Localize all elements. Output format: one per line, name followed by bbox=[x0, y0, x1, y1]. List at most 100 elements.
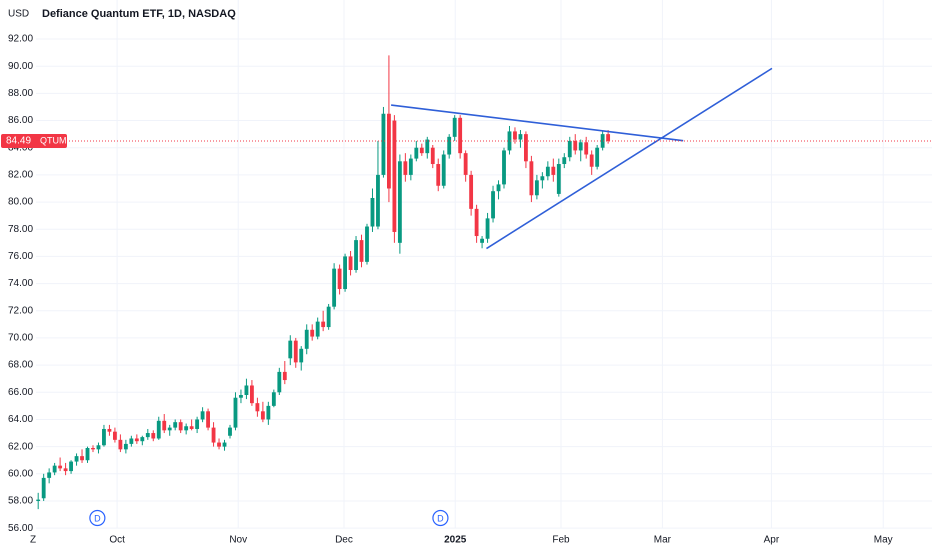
candle-body bbox=[217, 442, 221, 447]
candle-body bbox=[343, 256, 347, 290]
symbol-label: QTUM bbox=[40, 135, 67, 145]
x-tick-label: 2025 bbox=[444, 535, 467, 546]
candle-body bbox=[441, 154, 446, 186]
candle-body bbox=[129, 438, 134, 444]
y-tick-label: 92.00 bbox=[8, 34, 33, 45]
candle-body bbox=[36, 499, 41, 501]
candle-body bbox=[326, 306, 331, 328]
candle-body bbox=[134, 438, 139, 442]
candle-body bbox=[545, 166, 550, 177]
candle-body bbox=[156, 420, 161, 439]
candle-body bbox=[551, 166, 556, 175]
candle-body bbox=[277, 371, 282, 393]
candle-body bbox=[80, 456, 84, 461]
y-tick-label: 58.00 bbox=[8, 496, 33, 507]
y-tick-label: 68.00 bbox=[8, 360, 33, 371]
candle-body bbox=[376, 174, 380, 227]
event-label: D bbox=[94, 513, 101, 523]
candle-body bbox=[540, 176, 545, 181]
candle-body bbox=[359, 240, 364, 262]
candle-body bbox=[414, 147, 419, 159]
last-price-box bbox=[1, 134, 67, 149]
y-tick-label: 56.00 bbox=[8, 523, 33, 534]
y-tick-label: 78.00 bbox=[8, 224, 33, 235]
candle-body bbox=[452, 117, 457, 137]
candle-body bbox=[419, 147, 424, 154]
candle-body bbox=[562, 157, 567, 165]
y-tick-label: 80.00 bbox=[8, 197, 33, 208]
candle-body bbox=[107, 428, 112, 432]
candle-body bbox=[469, 174, 474, 209]
candle-body bbox=[91, 447, 95, 450]
y-tick-label: 90.00 bbox=[8, 61, 33, 72]
candle-body bbox=[145, 433, 150, 438]
candle-body bbox=[387, 113, 391, 189]
candle-body bbox=[239, 395, 243, 398]
candle-body bbox=[288, 340, 293, 359]
logo: Z bbox=[30, 535, 36, 546]
x-tick-label: Feb bbox=[552, 535, 570, 546]
trend-line bbox=[391, 104, 684, 142]
currency: USD bbox=[8, 9, 29, 20]
candle-body bbox=[480, 238, 484, 243]
candle-body bbox=[584, 142, 589, 155]
candle-body bbox=[47, 472, 52, 478]
candle-body bbox=[529, 161, 534, 196]
candle-body bbox=[507, 131, 512, 151]
candle-body bbox=[112, 431, 117, 440]
candle-body bbox=[381, 113, 386, 175]
y-tick-label: 74.00 bbox=[8, 278, 33, 289]
candle-body bbox=[41, 477, 46, 499]
candle-body bbox=[600, 134, 605, 148]
candle-body bbox=[222, 442, 227, 447]
candle-body bbox=[573, 140, 578, 151]
y-tick-label: 76.00 bbox=[8, 251, 33, 262]
candle-body bbox=[189, 426, 194, 429]
last-price-label: 84.49 bbox=[6, 136, 31, 147]
candle-body bbox=[513, 131, 517, 140]
candle-body bbox=[397, 161, 402, 243]
candle-body bbox=[430, 147, 435, 165]
candle-body bbox=[474, 208, 479, 237]
candle-body bbox=[463, 153, 468, 175]
candle-body bbox=[485, 218, 490, 239]
candle-body bbox=[58, 465, 63, 469]
event-marker bbox=[89, 509, 106, 527]
x-tick-label: Dec bbox=[335, 535, 353, 546]
candle-body bbox=[365, 226, 369, 262]
candle-body bbox=[266, 405, 271, 420]
candle-body bbox=[96, 445, 101, 450]
candle-body bbox=[282, 371, 287, 381]
candle-body bbox=[408, 158, 413, 175]
candle-body bbox=[228, 427, 232, 436]
candle-body bbox=[162, 420, 167, 431]
candle-body bbox=[211, 427, 216, 443]
candle-body bbox=[255, 403, 260, 412]
y-tick-label: 62.00 bbox=[8, 441, 33, 452]
candle-body bbox=[606, 134, 611, 142]
trend-line bbox=[486, 67, 773, 250]
y-tick-label: 88.00 bbox=[8, 88, 33, 99]
candle-body bbox=[299, 348, 304, 363]
candle-body bbox=[392, 120, 397, 232]
candle-body bbox=[233, 397, 238, 428]
candle-body bbox=[425, 139, 430, 154]
candle-body bbox=[102, 428, 106, 446]
candle-body bbox=[74, 456, 79, 462]
candle-body bbox=[200, 411, 205, 420]
candle-body bbox=[69, 461, 73, 472]
y-tick-label: 66.00 bbox=[8, 387, 33, 398]
y-tick-label: 86.00 bbox=[8, 115, 33, 126]
candle-body bbox=[310, 329, 315, 337]
candle-body bbox=[167, 427, 172, 431]
candle-body bbox=[458, 117, 463, 154]
chart-title: Defiance Quantum ETF, 1D, NASDAQ bbox=[42, 8, 236, 20]
candle-body bbox=[370, 197, 375, 227]
x-tick-label: Nov bbox=[229, 535, 247, 546]
candle-body bbox=[534, 180, 539, 196]
candle-body bbox=[195, 419, 200, 429]
overlay: 56.00 58.00 60.00 62.00 64.00 66.00 68.00 70.00… bbox=[1, 34, 932, 546]
candle-body bbox=[260, 411, 265, 420]
candle-body bbox=[595, 147, 600, 167]
candle-body bbox=[63, 468, 68, 472]
